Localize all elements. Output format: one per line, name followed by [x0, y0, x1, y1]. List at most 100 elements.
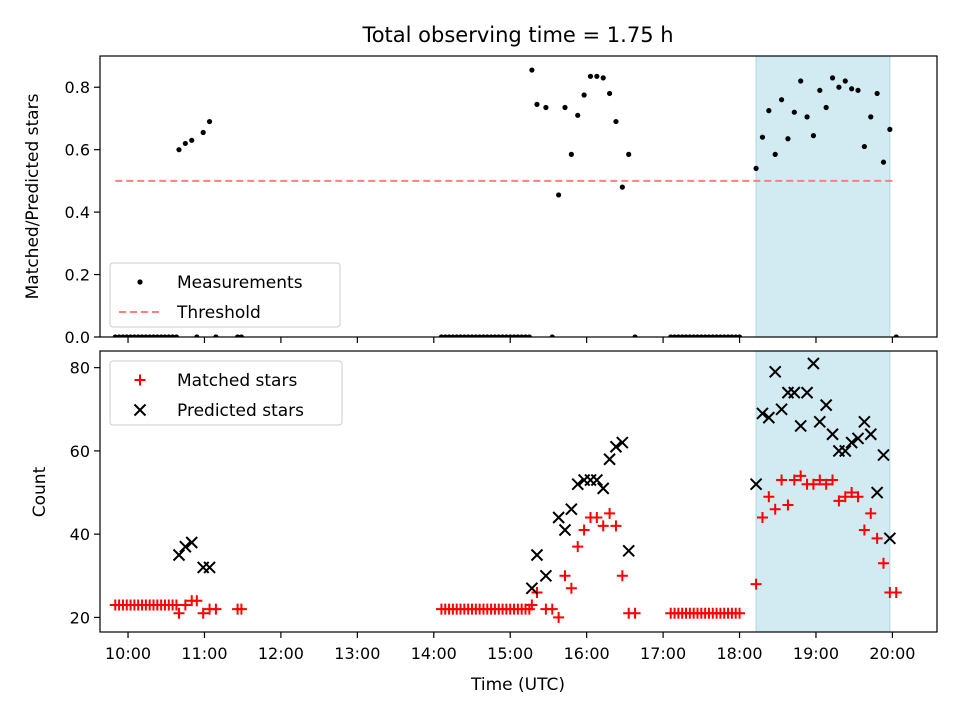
matched-star-point	[210, 603, 222, 615]
matched-star-point	[546, 603, 558, 615]
matched-star-point	[827, 474, 839, 486]
top-legend-label: Measurements	[177, 273, 303, 293]
matched-star-point	[795, 470, 807, 482]
measurement-point	[613, 118, 619, 125]
measurement-point	[438, 334, 445, 337]
top-axes-frame	[99, 55, 938, 338]
top-series-0-points	[112, 67, 899, 337]
measurement-point	[575, 112, 581, 118]
bottom-x-tick-label: 12:00	[258, 644, 304, 663]
measurement-point	[893, 334, 899, 337]
measurement-point	[189, 137, 195, 143]
measurement-point	[691, 334, 697, 337]
matched-star-point	[591, 512, 603, 524]
bottom-series-1-points	[172, 357, 897, 595]
measurement-point	[766, 108, 772, 114]
measurement-point	[804, 114, 810, 120]
measurement-point	[519, 334, 525, 337]
matched-star-point	[572, 541, 584, 553]
measurement-point	[139, 334, 145, 337]
top-y-tick-label: 0.2	[65, 266, 90, 285]
measurement-point	[147, 334, 153, 337]
matched-star-point	[553, 611, 565, 623]
measurement-point	[112, 334, 118, 337]
predicted-star-point	[864, 428, 877, 441]
matched-star-point	[788, 474, 800, 486]
matched-star-point	[629, 607, 641, 619]
predicted-star-point	[851, 432, 865, 445]
measurement-point	[499, 334, 506, 337]
measurement-point	[135, 334, 141, 337]
bottom-x-tick-label: 20:00	[869, 644, 915, 663]
measurement-point	[785, 136, 791, 142]
predicted-star-point	[590, 473, 604, 487]
measurement-point	[194, 334, 200, 337]
measurement-point	[694, 334, 701, 337]
matched-star-point	[782, 499, 794, 511]
measurement-point	[855, 87, 861, 93]
legend-measurement-swatch	[137, 279, 143, 285]
measurement-point	[469, 334, 475, 337]
top-y-tick-label: 0.0	[65, 328, 90, 347]
measurement-point	[679, 334, 685, 337]
measurement-point	[120, 334, 126, 337]
measurement-point	[450, 334, 456, 337]
top-y-axis-label: Matched/Predicted stars	[23, 93, 43, 299]
predicted-star-point	[622, 544, 635, 558]
matched-star-point	[858, 524, 870, 536]
bottom-x-tick-label: 14:00	[411, 644, 457, 663]
measurement-point	[511, 334, 517, 337]
matched-star-point	[890, 586, 902, 598]
measurement-point	[473, 334, 479, 337]
measurement-point	[671, 334, 678, 337]
measurement-point	[823, 104, 829, 111]
measurement-point	[166, 334, 172, 337]
measurement-point	[687, 334, 693, 337]
measurement-point	[836, 84, 842, 90]
measurement-point	[116, 334, 122, 337]
measurement-point	[874, 90, 880, 97]
predicted-star-point	[756, 407, 769, 420]
predicted-star-point	[525, 582, 539, 595]
measurement-point	[496, 334, 502, 337]
matched-star-point	[578, 524, 590, 536]
measurement-point	[480, 334, 487, 337]
measurement-point	[556, 192, 562, 198]
predicted-star-point	[749, 478, 763, 491]
measurement-point	[772, 151, 778, 157]
predicted-star-point	[597, 482, 610, 495]
measurement-point	[522, 334, 529, 337]
measurement-point	[442, 334, 448, 337]
top-y-tick-label: 0.8	[65, 78, 90, 97]
predicted-star-point	[571, 478, 584, 491]
predicted-star-point	[807, 357, 820, 370]
measurement-point	[683, 334, 689, 337]
matched-star-point	[769, 503, 781, 515]
measurement-point	[206, 118, 213, 125]
measurement-point	[698, 334, 704, 337]
measurement-point	[465, 334, 471, 337]
matched-star-point	[877, 557, 889, 569]
plot-layer: 0.0 0.2 0.4 0.6 0.8 Measurements Threshold 20 40…	[65, 55, 938, 663]
bottom-x-tick-label: 19:00	[793, 644, 839, 663]
measurement-point	[721, 334, 727, 337]
top-y-tick-label: 0.4	[65, 203, 90, 222]
measurement-point	[736, 334, 743, 337]
predicted-star-point	[558, 523, 572, 537]
measurement-point	[526, 334, 532, 337]
measurement-point	[887, 126, 893, 132]
measurement-point	[182, 140, 188, 147]
measurement-point	[753, 165, 759, 171]
measurement-point	[124, 334, 130, 337]
measurement-point	[717, 334, 724, 337]
measurement-point	[200, 129, 206, 136]
measurement-point	[234, 334, 241, 337]
measurement-point	[529, 67, 535, 73]
predicted-star-point	[870, 486, 884, 499]
matched-star-point	[776, 474, 788, 486]
matched-star-point	[763, 491, 775, 503]
predicted-star-point	[858, 415, 871, 428]
top-legend-label: Threshold	[176, 303, 261, 323]
bottom-x-tick-label: 15:00	[487, 644, 533, 663]
